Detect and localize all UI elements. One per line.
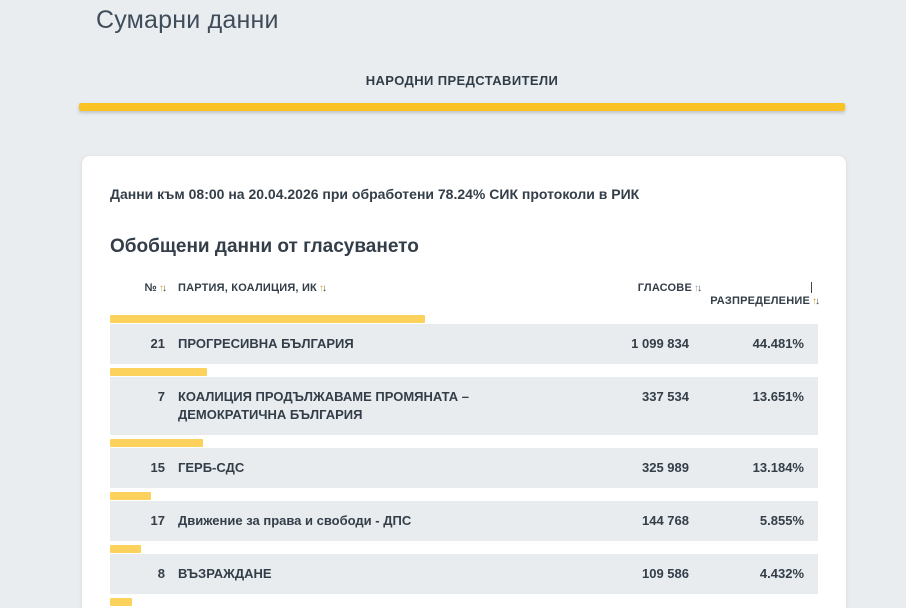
table-row-body[interactable]: 21 ПРОГРЕСИВНА БЪЛГАРИЯ 1 099 834 44.481… — [110, 324, 818, 364]
section-title: Обобщени данни от гласуването — [110, 236, 419, 257]
share-bar-fill — [110, 439, 204, 447]
table-body: 21 ПРОГРЕСИВНА БЪЛГАРИЯ 1 099 834 44.481… — [110, 315, 818, 606]
share-bar-fill — [110, 545, 142, 553]
row-share: 44.481% — [752, 336, 804, 351]
header-votes[interactable]: ГЛАСОВЕ ↑↓ — [637, 282, 702, 294]
row-votes: 144 768 — [642, 513, 689, 528]
row-party: ПРОГРЕСИВНА БЪЛГАРИЯ — [178, 336, 354, 351]
row-share: 4.432% — [759, 566, 804, 581]
row-party: ГЕРБ-СДС — [178, 460, 245, 475]
table-row[interactable]: 7 КОАЛИЦИЯ ПРОДЪЛЖАВАМЕ ПРОМЯНАТА – ДЕМО… — [110, 368, 818, 435]
share-bar-track — [110, 598, 818, 606]
share-bar-fill — [110, 492, 152, 500]
share-bar-track — [110, 439, 818, 447]
row-share: 13.651% — [752, 389, 804, 404]
row-party: Движение за права и свободи - ДПС — [178, 513, 412, 528]
row-votes: 325 989 — [642, 460, 689, 475]
row-votes: 337 534 — [642, 389, 689, 404]
row-number: 15 — [150, 460, 165, 475]
share-bar-fill — [110, 598, 132, 606]
row-number: 8 — [157, 566, 165, 581]
row-number: 21 — [150, 336, 165, 351]
share-bar-track — [110, 545, 818, 553]
table-row[interactable]: 8 ВЪЗРАЖДАНЕ 109 586 4.432% — [110, 545, 818, 594]
tab-narodni-predstaviteli[interactable]: НАРОДНИ ПРЕДСТАВИТЕЛИ — [365, 73, 559, 88]
row-votes: 109 586 — [642, 566, 689, 581]
row-number: 7 — [157, 389, 165, 404]
table-row[interactable]: 17 Движение за права и свободи - ДПС 144… — [110, 492, 818, 541]
tab-active-underline — [79, 103, 845, 111]
share-bar-track — [110, 315, 818, 323]
table-header-row: № ↑↓ ПАРТИЯ, КОАЛИЦИЯ, ИК ↑↓ ГЛАСОВЕ ↑↓ РАЗ… — [110, 282, 820, 307]
header-divider — [811, 282, 812, 293]
table-row-body[interactable]: 8 ВЪЗРАЖДАНЕ 109 586 4.432% — [110, 554, 818, 594]
header-share[interactable]: РАЗПРЕДЕЛЕНИЕ ↑↓ — [700, 282, 820, 307]
sort-icon-votes[interactable]: ↑↓ — [694, 283, 702, 294]
table-row[interactable]: 21 ПРОГРЕСИВНА БЪЛГАРИЯ 1 099 834 44.481… — [110, 315, 818, 364]
header-number[interactable]: № ↑↓ — [144, 282, 167, 294]
row-share: 13.184% — [752, 460, 804, 475]
sort-icon-number[interactable]: ↑↓ — [159, 283, 167, 294]
share-bar-fill — [110, 368, 207, 376]
status-line: Данни към 08:00 на 20.04.2026 при обрабо… — [110, 186, 640, 202]
page-title: Сумарни данни — [96, 6, 279, 34]
share-bar-track — [110, 368, 818, 376]
share-bar-fill — [110, 315, 425, 323]
table-row[interactable]: 15 ГЕРБ-СДС 325 989 13.184% — [110, 439, 818, 488]
sort-icon-party[interactable]: ↑↓ — [318, 283, 327, 294]
row-number: 17 — [150, 513, 165, 528]
results-card: Данни към 08:00 на 20.04.2026 при обрабо… — [82, 156, 846, 608]
row-share: 5.855% — [759, 513, 804, 528]
partial-next-row — [110, 598, 818, 606]
table-row-body[interactable]: 15 ГЕРБ-СДС 325 989 13.184% — [110, 448, 818, 488]
table-row-body[interactable]: 17 Движение за права и свободи - ДПС 144… — [110, 501, 818, 541]
header-party[interactable]: ПАРТИЯ, КОАЛИЦИЯ, ИК ↑↓ — [178, 282, 327, 294]
row-votes: 1 099 834 — [631, 336, 689, 351]
row-party: КОАЛИЦИЯ ПРОДЪЛЖАВАМЕ ПРОМЯНАТА – ДЕМОКР… — [178, 389, 469, 422]
sort-icon-share-active[interactable]: ↑↓ — [812, 296, 820, 307]
row-party: ВЪЗРАЖДАНЕ — [178, 566, 272, 581]
table-row-body[interactable]: 7 КОАЛИЦИЯ ПРОДЪЛЖАВАМЕ ПРОМЯНАТА – ДЕМО… — [110, 377, 818, 435]
share-bar-track — [110, 492, 818, 500]
tab-strip: НАРОДНИ ПРЕДСТАВИТЕЛИ — [79, 72, 845, 92]
